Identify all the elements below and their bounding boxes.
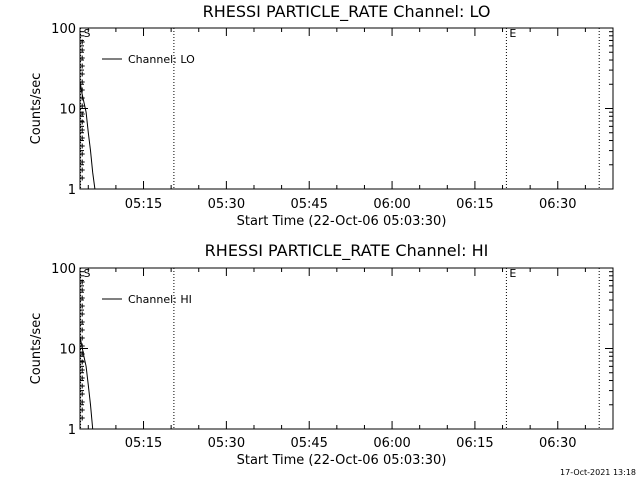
y-tick-label: 100 [51,22,76,37]
y-axis-label: Counts/sec [29,73,44,145]
chart-panel-0: RHESSI PARTICLE_RATE Channel: LO 1 10 100 Co… [29,2,614,229]
chart-title: RHESSI PARTICLE_RATE Channel: HI [205,241,489,261]
time-marker-label: S [84,27,91,40]
time-marker-label: E [509,267,516,280]
x-tick-label: 06:30 [539,197,576,212]
y-tick-label: 10 [59,103,76,118]
time-marker-label: S [84,267,91,280]
x-tick-label: 05:45 [290,436,327,451]
series-line [79,336,94,430]
x-tick-label: 05:30 [208,436,245,451]
x-tick-label: 06:15 [456,197,493,212]
x-tick-label: 05:30 [208,197,245,212]
x-tick-label: 05:15 [125,197,162,212]
series-line [79,80,96,190]
y-tick-label: 1 [68,423,76,438]
x-axis-label: Start Time (22-Oct-06 05:03:30) [237,453,447,468]
y-tick-label: 1 [68,183,76,198]
x-axis-label: Start Time (22-Oct-06 05:03:30) [237,214,447,229]
x-tick-label: 06:00 [373,197,410,212]
y-tick-label: 10 [59,343,76,358]
x-tick-label: 05:45 [290,197,327,212]
legend-label: Channel: LO [128,53,195,66]
chart-title: RHESSI PARTICLE_RATE Channel: LO [203,2,491,22]
x-tick-label: 05:15 [125,436,162,451]
y-axis-label: Counts/sec [29,313,44,385]
time-marker-label: E [509,27,516,40]
legend-label: Channel: HI [128,293,192,306]
x-tick-label: 06:15 [456,436,493,451]
footer-timestamp: 17-Oct-2021 13:18 [560,468,636,477]
chart-panel-1: RHESSI PARTICLE_RATE Channel: HI 1 10 100 Co… [29,241,614,468]
x-tick-label: 06:30 [539,436,576,451]
y-tick-label: 100 [51,262,76,277]
x-tick-label: 06:00 [373,436,410,451]
